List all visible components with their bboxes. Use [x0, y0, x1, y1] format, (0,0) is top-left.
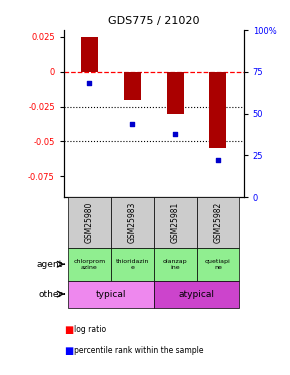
- Text: quetiapi
ne: quetiapi ne: [205, 259, 231, 270]
- Bar: [197, 248, 239, 280]
- Bar: [81, 37, 98, 72]
- Bar: [68, 248, 111, 280]
- Bar: [197, 197, 239, 248]
- Point: [173, 130, 177, 136]
- Text: other: other: [39, 290, 63, 298]
- Bar: [154, 248, 197, 280]
- Bar: [68, 197, 111, 248]
- Text: GSM25981: GSM25981: [171, 202, 180, 243]
- Text: percentile rank within the sample: percentile rank within the sample: [74, 346, 204, 355]
- Text: chlorprom
azine: chlorprom azine: [73, 259, 106, 270]
- Point: [87, 81, 92, 87]
- Bar: [154, 280, 239, 308]
- Point: [130, 121, 135, 127]
- Text: ■: ■: [64, 325, 73, 335]
- Bar: [154, 197, 197, 248]
- Text: log ratio: log ratio: [74, 326, 106, 334]
- Bar: [111, 197, 154, 248]
- Text: typical: typical: [96, 290, 126, 298]
- Bar: [124, 72, 141, 100]
- Bar: [111, 248, 154, 280]
- Text: GSM25983: GSM25983: [128, 202, 137, 243]
- Point: [215, 158, 220, 164]
- Text: agent: agent: [37, 260, 63, 269]
- Bar: [166, 72, 184, 114]
- Bar: [68, 280, 154, 308]
- Bar: [209, 72, 226, 148]
- Text: ■: ■: [64, 346, 73, 355]
- Text: olanzap
ine: olanzap ine: [163, 259, 187, 270]
- Title: GDS775 / 21020: GDS775 / 21020: [108, 16, 200, 27]
- Text: GSM25980: GSM25980: [85, 202, 94, 243]
- Text: atypical: atypical: [179, 290, 215, 298]
- Text: thioridazin
e: thioridazin e: [116, 259, 149, 270]
- Text: GSM25982: GSM25982: [213, 202, 222, 243]
